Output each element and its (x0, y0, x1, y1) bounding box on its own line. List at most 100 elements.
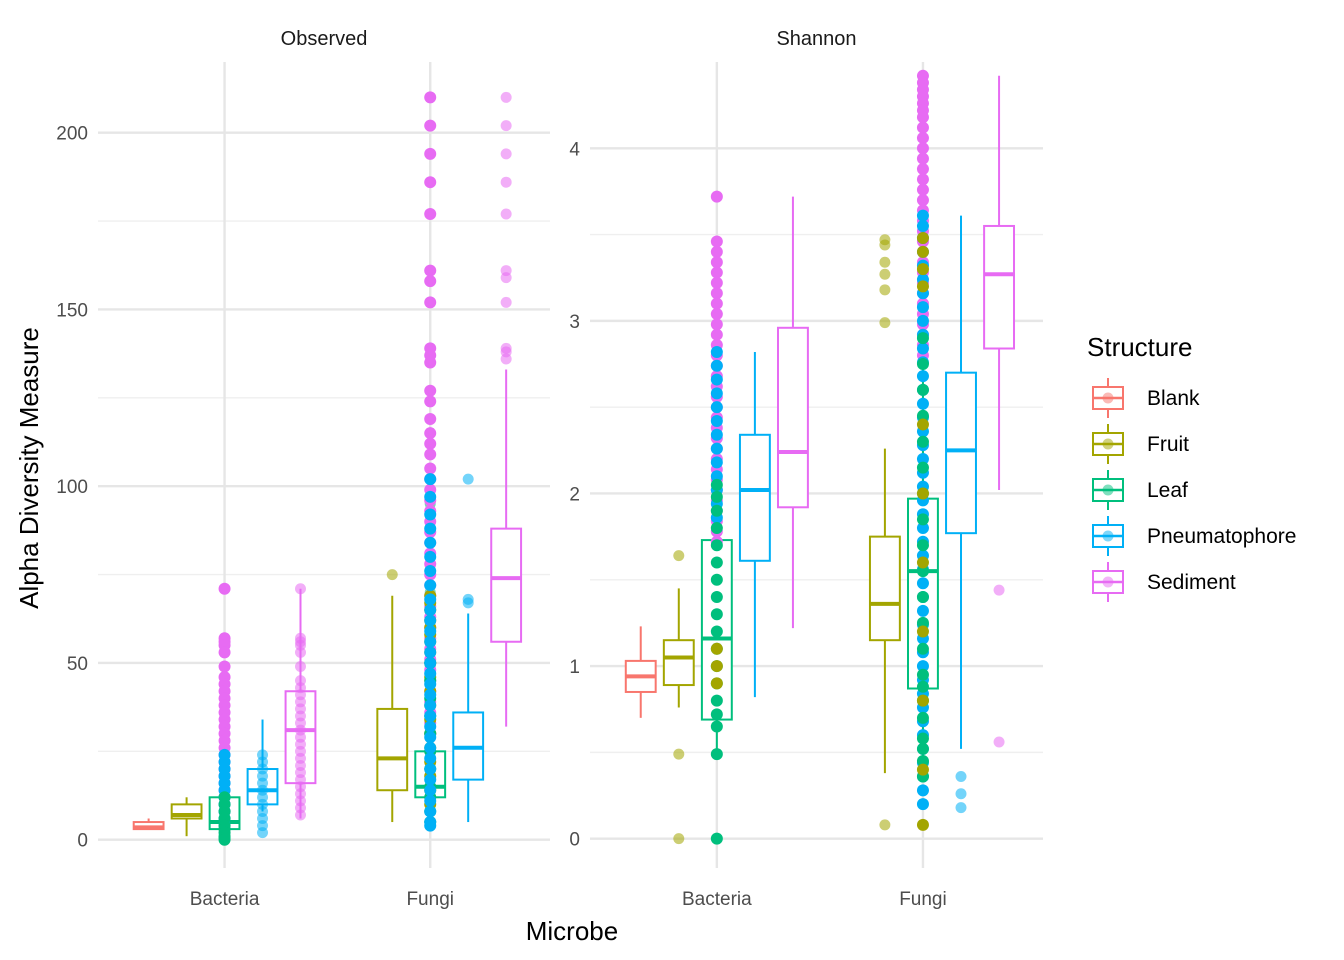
outlier-point (462, 597, 474, 609)
boxplot-fungi-pneumatophore (452, 473, 485, 823)
data-point-leaf (916, 680, 929, 693)
data-point-fruit (710, 677, 723, 690)
data-point-fruit (916, 694, 929, 707)
data-point-leaf (916, 754, 929, 767)
outlier-point (294, 809, 306, 821)
data-point-leaf (710, 694, 723, 707)
data-point-pneumatophore (916, 798, 929, 811)
x-tick-label: Bacteria (682, 889, 752, 910)
data-point-pneumatophore (710, 401, 723, 414)
outlier-point (673, 833, 685, 845)
data-point-leaf (916, 668, 929, 681)
data-point-sediment (710, 245, 723, 258)
data-point-sediment (916, 142, 929, 155)
x-axis-title: Microbe (526, 916, 618, 946)
data-point-leaf (916, 332, 929, 345)
y-tick-label: 1 (569, 657, 580, 678)
outlier-point (879, 239, 891, 251)
data-point-pneumatophore (916, 219, 929, 232)
data-point-pneumatophore (710, 456, 723, 469)
outlier-point (294, 583, 306, 595)
facet-panel-observed: 0 50 100 150 200 Bacteria Fungi Observed (56, 28, 550, 910)
y-tick-label: 50 (67, 654, 88, 675)
data-point-sediment (424, 147, 437, 160)
data-point-sediment (424, 395, 437, 408)
data-point-pneumatophore (424, 593, 437, 606)
data-point-pneumatophore (424, 709, 437, 722)
legend-label: Fruit (1147, 433, 1189, 456)
legend-item-pneumatophore: Pneumatophore (1092, 516, 1296, 556)
data-point-pneumatophore (710, 373, 723, 386)
data-point-pneumatophore (424, 794, 437, 807)
data-point-pneumatophore (424, 819, 437, 832)
outlier-point (462, 473, 474, 485)
boxplot-bacteria-blank (132, 818, 165, 831)
data-point-pneumatophore (424, 773, 437, 786)
data-point-fruit (916, 232, 929, 245)
data-point-pneumatophore (710, 387, 723, 400)
data-point-pneumatophore (424, 603, 437, 616)
data-point-sediment (424, 448, 437, 461)
data-point-leaf (710, 490, 723, 503)
legend-key-point (1102, 576, 1114, 588)
y-tick-label: 4 (569, 139, 580, 160)
data-point-pneumatophore (916, 342, 929, 355)
data-point-sediment (916, 163, 929, 176)
data-point-pneumatophore (424, 741, 437, 754)
legend-key-point (1102, 392, 1114, 404)
data-point-pneumatophore (424, 536, 437, 549)
data-point-leaf (916, 358, 929, 371)
legend-item-sediment: Sediment (1092, 562, 1236, 602)
data-point-sediment (710, 256, 723, 269)
data-point-leaf (916, 435, 929, 448)
data-point-leaf (916, 732, 929, 745)
data-point-pneumatophore (424, 720, 437, 733)
data-point-leaf (710, 573, 723, 586)
outlier-point (673, 748, 685, 760)
data-point-pneumatophore (710, 414, 723, 427)
data-point-sediment (710, 297, 723, 310)
data-point-leaf (710, 748, 723, 761)
y-axis-title: Alpha Diversity Measure (14, 327, 44, 609)
data-point-fruit (916, 556, 929, 569)
data-point-pneumatophore (424, 678, 437, 691)
data-point-pneumatophore (424, 731, 437, 744)
legend-label: Pneumatophore (1147, 525, 1296, 548)
box-iqr (776, 326, 809, 509)
data-point-pneumatophore (424, 473, 437, 486)
legend-key-point (1102, 484, 1114, 496)
outlier-point (955, 771, 967, 783)
legend: Structure Blank Fruit Leaf Pneumatophore Sed… (1087, 332, 1296, 602)
data-point-pneumatophore (916, 660, 929, 673)
data-point-leaf (710, 556, 723, 569)
legend-label: Blank (1147, 387, 1200, 410)
box-iqr (868, 535, 901, 642)
data-point-pneumatophore (424, 752, 437, 765)
data-point-leaf (710, 539, 723, 552)
boxplot-fungi-fruit (868, 234, 901, 831)
outlier-point (257, 749, 269, 761)
data-point-sediment (424, 208, 437, 221)
data-point-sediment (424, 462, 437, 475)
data-point-sediment (916, 173, 929, 186)
data-point-sediment (916, 131, 929, 144)
legend-key-point (1102, 530, 1114, 542)
data-point-fruit (916, 280, 929, 293)
data-point-leaf (710, 832, 723, 845)
legend-label: Sediment (1147, 571, 1236, 594)
data-point-pneumatophore (424, 625, 437, 638)
data-point-sediment (710, 266, 723, 279)
data-point-pneumatophore (916, 452, 929, 465)
data-point-pneumatophore (916, 314, 929, 327)
data-point-pneumatophore (710, 359, 723, 372)
data-point-fruit (916, 818, 929, 831)
data-point-sediment (710, 307, 723, 320)
y-tick-label: 3 (569, 312, 580, 333)
y-tick-label: 150 (56, 300, 88, 321)
data-point-sediment (710, 190, 723, 203)
outlier-point (500, 296, 512, 308)
data-point-fruit (710, 660, 723, 673)
box-iqr (983, 224, 1016, 350)
legend-item-leaf: Leaf (1092, 470, 1188, 510)
